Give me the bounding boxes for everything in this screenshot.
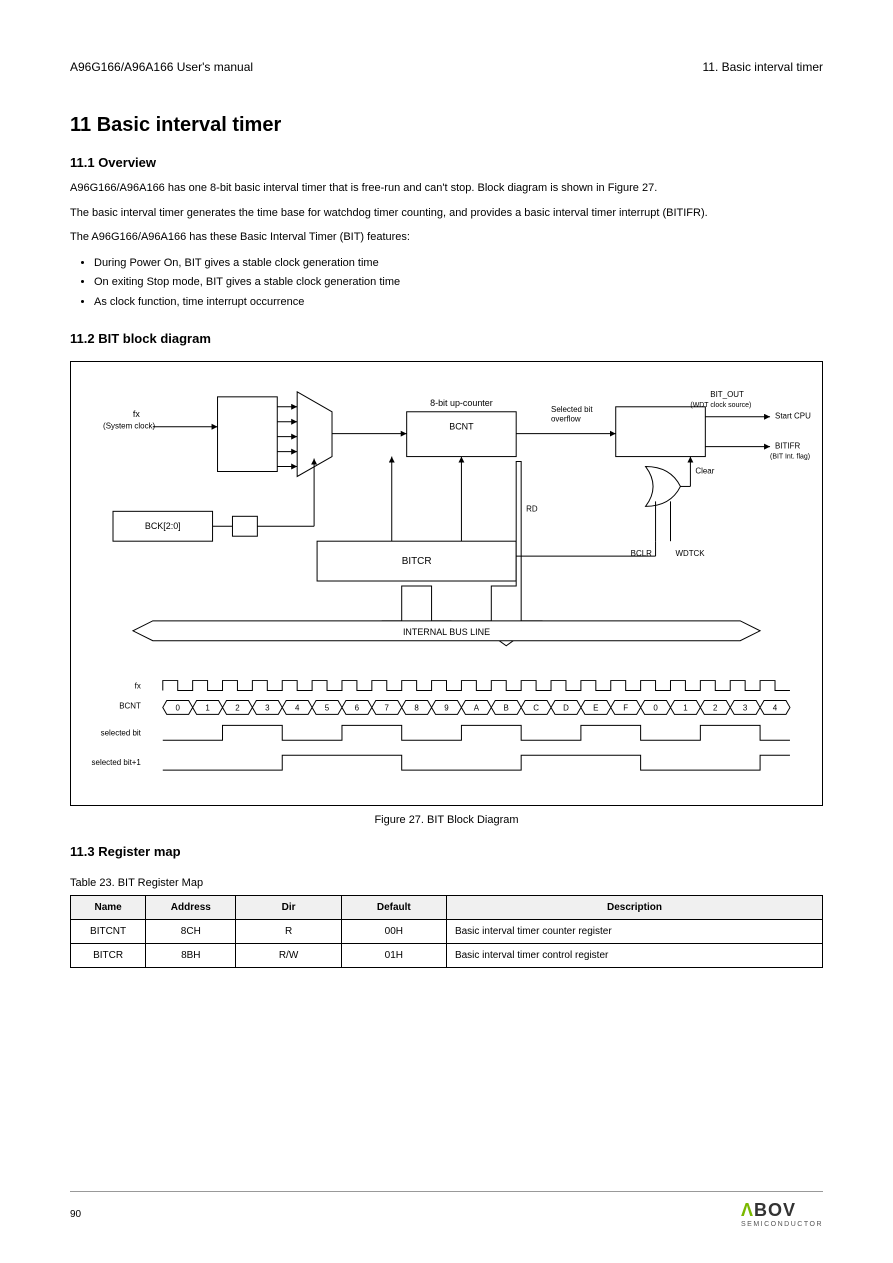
- d-label-rd: RD: [526, 504, 538, 513]
- abov-logo: ΛBOV SEMICONDUCTOR: [741, 1200, 823, 1228]
- chapter-label: 11. Basic interval timer: [703, 60, 824, 74]
- overview-p2: The basic interval timer generates the t…: [70, 205, 823, 222]
- d-label-bclr: BCLR: [631, 549, 652, 558]
- svg-text:0: 0: [653, 703, 658, 712]
- cell: 00H: [341, 919, 446, 943]
- cell: R: [236, 919, 341, 943]
- svg-text:4: 4: [295, 703, 300, 712]
- svg-text:B: B: [504, 703, 509, 712]
- th-addr: Address: [146, 895, 236, 919]
- svg-text:9: 9: [444, 703, 449, 712]
- overview-p3: The A96G166/A96A166 has these Basic Inte…: [70, 229, 823, 246]
- cell: Basic interval timer counter register: [446, 919, 822, 943]
- th-dir: Dir: [236, 895, 341, 919]
- svg-text:BCNT: BCNT: [119, 701, 141, 710]
- block-heading: 11.2 BIT block diagram: [70, 331, 823, 346]
- svg-text:3: 3: [265, 703, 270, 712]
- svg-text:2: 2: [713, 703, 718, 712]
- svg-text:1: 1: [683, 703, 688, 712]
- timing-waves: fx BCNT 0 1 2 3 4 5 6 7 8 9 A B C D E F 0 1 2 3 4 selected b…: [92, 680, 790, 770]
- svg-text:selected bit+1: selected bit+1: [92, 758, 142, 767]
- d-label-selbit: Selected bit: [551, 405, 593, 414]
- overview-heading: 11.1 Overview: [70, 155, 823, 170]
- table-caption: Table 23. BIT Register Map: [70, 877, 823, 889]
- svg-text:2: 2: [235, 703, 240, 712]
- d-label-intflag: (BIT Int. flag): [770, 453, 810, 460]
- register-table: Name Address Dir Default Description BIT…: [70, 895, 823, 968]
- reg-heading: 11.3 Register map: [70, 844, 823, 859]
- d-label-sysclk: (System clock): [103, 422, 155, 431]
- th-name: Name: [71, 895, 146, 919]
- svg-text:E: E: [593, 703, 598, 712]
- d-label-bitout2: (WDT clock source): [690, 402, 751, 409]
- overview-p1: A96G166/A96A166 has one 8-bit basic inte…: [70, 180, 823, 197]
- page-footer: 90 ΛBOV SEMICONDUCTOR: [70, 1191, 823, 1228]
- d-label-start: Start CPU: [775, 412, 811, 421]
- block-diagram-figure: fx (System clock) BCK[2:0] 8-bit: [70, 361, 823, 806]
- section-title: 11 Basic interval timer: [70, 114, 823, 137]
- th-desc: Description: [446, 895, 822, 919]
- svg-text:selected bit: selected bit: [101, 728, 142, 737]
- svg-text:fx: fx: [135, 681, 141, 690]
- bullet-item: As clock function, time interrupt occurr…: [94, 293, 823, 313]
- d-label-bitifr: BITIFR: [775, 441, 800, 450]
- svg-text:3: 3: [743, 703, 748, 712]
- page-number: 90: [70, 1209, 81, 1220]
- diagram-svg: fx (System clock) BCK[2:0] 8-bit: [71, 362, 822, 805]
- d-label-bitcr: BITCR: [402, 556, 432, 567]
- svg-text:6: 6: [355, 703, 360, 712]
- figure-caption: Figure 27. BIT Block Diagram: [70, 814, 823, 826]
- svg-text:5: 5: [325, 703, 330, 712]
- d-label-fx: fx: [133, 409, 140, 419]
- svg-text:0: 0: [175, 703, 180, 712]
- d-label-overflow: overflow: [551, 415, 581, 424]
- cell: R/W: [236, 943, 341, 967]
- cell: 8CH: [146, 919, 236, 943]
- cell: 01H: [341, 943, 446, 967]
- svg-text:8: 8: [414, 703, 419, 712]
- svg-text:1: 1: [205, 703, 210, 712]
- table-row: BITCR 8BH R/W 01H Basic interval timer c…: [71, 943, 823, 967]
- d-label-counter: 8-bit up-counter: [430, 398, 493, 408]
- cell: 8BH: [146, 943, 236, 967]
- cell: Basic interval timer control register: [446, 943, 822, 967]
- svg-text:A: A: [474, 703, 480, 712]
- d-label-bus: INTERNAL BUS LINE: [403, 627, 490, 637]
- doc-title-text: A96G166/A96A166 User's manual: [70, 60, 253, 74]
- d-label-bck: BCK[2:0]: [145, 521, 181, 531]
- svg-text:7: 7: [385, 703, 390, 712]
- d-label-clear: Clear: [695, 466, 714, 475]
- table-row: BITCNT 8CH R 00H Basic interval timer co…: [71, 919, 823, 943]
- svg-text:F: F: [623, 703, 628, 712]
- bullet-item: During Power On, BIT gives a stable cloc…: [94, 254, 823, 274]
- d-label-wdtck: WDTCK: [675, 549, 705, 558]
- th-def: Default: [341, 895, 446, 919]
- svg-text:C: C: [533, 703, 539, 712]
- cell: BITCNT: [71, 919, 146, 943]
- cell: BITCR: [71, 943, 146, 967]
- svg-text:D: D: [563, 703, 569, 712]
- svg-text:4: 4: [773, 703, 778, 712]
- d-label-bcnt: BCNT: [449, 422, 474, 432]
- d-label-bitout1: BIT_OUT: [710, 390, 744, 399]
- doc-header: A96G166/A96A166 User's manual 11. Basic …: [70, 60, 823, 74]
- bullet-item: On exiting Stop mode, BIT gives a stable…: [94, 273, 823, 293]
